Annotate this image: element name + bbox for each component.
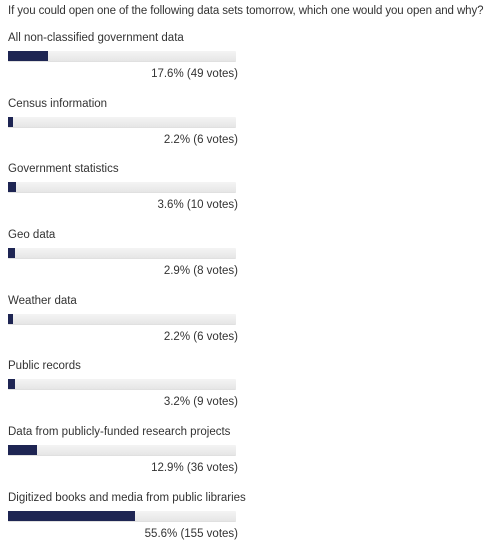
poll-results: All non-classified government data 17.6% … <box>8 31 246 557</box>
poll-option-result: 12.9% (36 votes) <box>151 462 238 475</box>
poll-bar-fill <box>8 510 135 521</box>
poll-option-label: Digitized books and media from public li… <box>8 491 246 504</box>
poll-option: Weather data 2.2% (6 votes) <box>8 294 238 360</box>
poll-option-result: 2.2% (6 votes) <box>163 133 238 146</box>
poll-option: All non-classified government data 17.6% … <box>8 31 238 97</box>
poll-bar-track <box>8 510 236 522</box>
poll-bar-fill <box>8 248 15 259</box>
poll-option-result: 2.9% (8 votes) <box>163 265 238 278</box>
poll-option-label: Census information <box>8 97 108 110</box>
poll-bar-fill <box>8 445 38 456</box>
poll-option-result: 2.2% (6 votes) <box>163 330 238 343</box>
poll-bar-fill <box>8 182 17 193</box>
poll-bar-track <box>8 445 236 457</box>
poll-bar-track <box>8 182 236 194</box>
poll-option-label: Public records <box>8 360 81 373</box>
poll-option: Data from publicly-funded research proje… <box>8 425 238 491</box>
poll-option-label: Geo data <box>8 229 56 242</box>
poll-option: Digitized books and media from public li… <box>8 491 246 557</box>
poll-option-result: 17.6% (49 votes) <box>151 68 238 80</box>
poll-bar-track <box>8 379 236 391</box>
poll-bar-track <box>8 51 236 62</box>
poll-bar-fill <box>8 116 14 127</box>
poll-option: Census information 2.2% (6 votes) <box>8 97 238 163</box>
poll-option-label: Weather data <box>8 294 77 307</box>
poll-bar-track <box>8 248 236 260</box>
poll-option-label: Data from publicly-funded research proje… <box>8 426 231 439</box>
poll-option-result: 3.6% (10 votes) <box>157 199 238 212</box>
poll-option: Geo data 2.9% (8 votes) <box>8 228 238 294</box>
poll-bar-fill <box>8 379 16 390</box>
poll-bar-track <box>8 116 236 128</box>
poll-option: Government statistics 3.6% (10 votes) <box>8 162 238 228</box>
poll-bar-track <box>8 313 236 325</box>
poll-bar-fill <box>8 313 14 324</box>
poll-option-label: Government statistics <box>8 163 119 176</box>
poll-question: If you could open one of the following d… <box>8 5 484 17</box>
poll-option-result: 3.2% (9 votes) <box>163 396 238 409</box>
poll-bar-fill <box>8 51 49 61</box>
poll-option-label: All non-classified government data <box>8 32 184 44</box>
poll-option: Public records 3.2% (9 votes) <box>8 359 238 425</box>
poll-option-result: 55.6% (155 votes) <box>144 527 238 540</box>
